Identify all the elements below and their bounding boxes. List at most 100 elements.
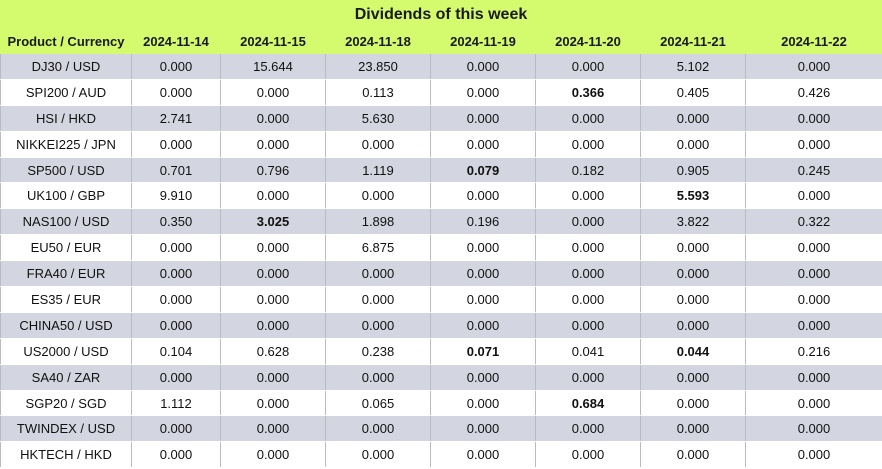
table-row: UK100 / GBP 9.910 0.000 0.000 0.000 0.000 5.59… <box>0 182 882 210</box>
dividend-value-cell: 0.000 <box>640 286 746 313</box>
dividend-value-cell: 0.628 <box>220 337 326 365</box>
dividend-value-cell: 0.238 <box>325 337 431 365</box>
dividend-value-cell: 0.000 <box>131 130 221 158</box>
dividend-value-cell: 0.000 <box>535 130 641 158</box>
dividend-value-cell: 0.113 <box>325 78 431 106</box>
dividend-value-cell: 0.000 <box>220 130 326 158</box>
dividend-value-cell: 0.000 <box>220 311 326 339</box>
product-cell: SPI200 / AUD <box>0 78 132 106</box>
dividend-value-cell: 0.000 <box>430 286 536 313</box>
dividend-value-cell: 0.000 <box>220 182 326 210</box>
dividend-value-cell: 0.426 <box>745 78 882 106</box>
table-row: SP500 / USD 0.701 0.796 1.119 0.079 0.182 0.90… <box>0 156 882 184</box>
table-row: TWINDEX / USD 0.000 0.000 0.000 0.000 0.000 0.… <box>0 415 882 443</box>
column-header-date: 2024-11-22 <box>745 29 882 54</box>
dividend-value-cell: 0.000 <box>131 311 221 339</box>
column-header-product: Product / Currency <box>0 29 132 54</box>
dividend-value-cell: 0.000 <box>745 260 882 288</box>
dividend-value-cell: 0.000 <box>430 53 536 80</box>
header-row: Product / Currency 2024-11-14 2024-11-15 20… <box>0 29 882 54</box>
dividend-value-cell: 0.000 <box>325 441 431 469</box>
dividend-value-cell: 0.000 <box>325 363 431 391</box>
dividend-value-cell: 0.000 <box>220 260 326 288</box>
product-cell: TWINDEX / USD <box>0 415 132 443</box>
dividend-value-cell: 0.000 <box>430 311 536 339</box>
dividend-value-cell: 0.000 <box>430 260 536 288</box>
dividend-value-cell: 0.000 <box>535 363 641 391</box>
dividend-value-cell: 0.000 <box>640 441 746 469</box>
dividend-value-cell: 0.366 <box>535 78 641 106</box>
dividend-value-cell: 0.000 <box>535 104 641 132</box>
dividend-value-cell: 0.000 <box>430 234 536 262</box>
column-header-date: 2024-11-19 <box>430 29 536 54</box>
dividend-value-cell: 0.000 <box>131 286 221 313</box>
dividend-value-cell: 1.119 <box>325 156 431 184</box>
dividend-value-cell: 0.000 <box>535 260 641 288</box>
dividend-value-cell: 0.000 <box>745 234 882 262</box>
dividend-value-cell: 0.796 <box>220 156 326 184</box>
table-row: DJ30 / USD 0.000 15.644 23.850 0.000 0.000 5.1… <box>0 53 882 80</box>
dividend-value-cell: 0.000 <box>220 363 326 391</box>
table-row: SA40 / ZAR 0.000 0.000 0.000 0.000 0.000 0.000… <box>0 363 882 391</box>
dividend-value-cell: 0.041 <box>535 337 641 365</box>
table-row: HSI / HKD 2.741 0.000 5.630 0.000 0.000 0.000 0… <box>0 104 882 132</box>
dividend-value-cell: 0.000 <box>745 130 882 158</box>
dividend-value-cell: 0.000 <box>325 286 431 313</box>
dividend-value-cell: 9.910 <box>131 182 221 210</box>
dividend-value-cell: 0.000 <box>220 104 326 132</box>
dividend-value-cell: 0.000 <box>640 363 746 391</box>
table-title: Dividends of this week <box>0 0 882 29</box>
table-row: NAS100 / USD 0.350 3.025 1.898 0.196 0.000 3.8… <box>0 208 882 236</box>
table-row: EU50 / EUR 0.000 0.000 6.875 0.000 0.000 0.000… <box>0 234 882 262</box>
dividend-value-cell: 0.000 <box>131 415 221 443</box>
product-cell: ES35 / EUR <box>0 286 132 313</box>
product-cell: EU50 / EUR <box>0 234 132 262</box>
column-header-date: 2024-11-15 <box>220 29 326 54</box>
dividend-value-cell: 3.025 <box>220 208 326 236</box>
table-row: NIKKEI225 / JPN 0.000 0.000 0.000 0.000 0.000… <box>0 130 882 158</box>
product-cell: NIKKEI225 / JPN <box>0 130 132 158</box>
dividend-value-cell: 0.000 <box>640 234 746 262</box>
dividend-value-cell: 1.112 <box>131 389 221 417</box>
dividend-value-cell: 0.000 <box>430 104 536 132</box>
product-cell: DJ30 / USD <box>0 53 132 80</box>
dividend-value-cell: 0.000 <box>430 363 536 391</box>
dividend-value-cell: 3.822 <box>640 208 746 236</box>
dividend-value-cell: 0.350 <box>131 208 221 236</box>
dividend-value-cell: 0.000 <box>325 311 431 339</box>
column-header-date: 2024-11-14 <box>131 29 221 54</box>
dividend-value-cell: 0.000 <box>220 78 326 106</box>
dividend-value-cell: 0.000 <box>535 415 641 443</box>
dividend-value-cell: 0.000 <box>535 311 641 339</box>
dividend-value-cell: 0.000 <box>131 78 221 106</box>
dividend-value-cell: 5.102 <box>640 53 746 80</box>
dividend-value-cell: 0.000 <box>430 389 536 417</box>
dividend-value-cell: 0.000 <box>430 130 536 158</box>
product-cell: HKTECH / HKD <box>0 441 132 469</box>
dividend-value-cell: 0.065 <box>325 389 431 417</box>
product-cell: NAS100 / USD <box>0 208 132 236</box>
dividend-value-cell: 0.000 <box>745 104 882 132</box>
product-cell: US2000 / USD <box>0 337 132 365</box>
dividend-value-cell: 0.000 <box>640 415 746 443</box>
dividend-value-cell: 0.000 <box>640 311 746 339</box>
dividend-value-cell: 0.216 <box>745 337 882 365</box>
dividend-value-cell: 0.000 <box>640 389 746 417</box>
dividend-value-cell: 0.000 <box>745 389 882 417</box>
dividend-value-cell: 0.000 <box>131 234 221 262</box>
dividend-value-cell: 0.000 <box>745 53 882 80</box>
product-cell: SP500 / USD <box>0 156 132 184</box>
dividend-value-cell: 5.593 <box>640 182 746 210</box>
dividend-value-cell: 0.000 <box>220 389 326 417</box>
dividend-value-cell: 0.905 <box>640 156 746 184</box>
dividend-value-cell: 0.322 <box>745 208 882 236</box>
dividend-value-cell: 0.000 <box>325 182 431 210</box>
dividend-value-cell: 0.000 <box>745 182 882 210</box>
dividend-value-cell: 0.000 <box>131 260 221 288</box>
dividend-value-cell: 0.000 <box>745 311 882 339</box>
dividend-value-cell: 0.000 <box>325 130 431 158</box>
dividend-value-cell: 0.000 <box>220 415 326 443</box>
table-row: HKTECH / HKD 0.000 0.000 0.000 0.000 0.000 0.0… <box>0 441 882 469</box>
dividends-table: Product / Currency 2024-11-14 2024-11-15 20… <box>0 29 882 469</box>
